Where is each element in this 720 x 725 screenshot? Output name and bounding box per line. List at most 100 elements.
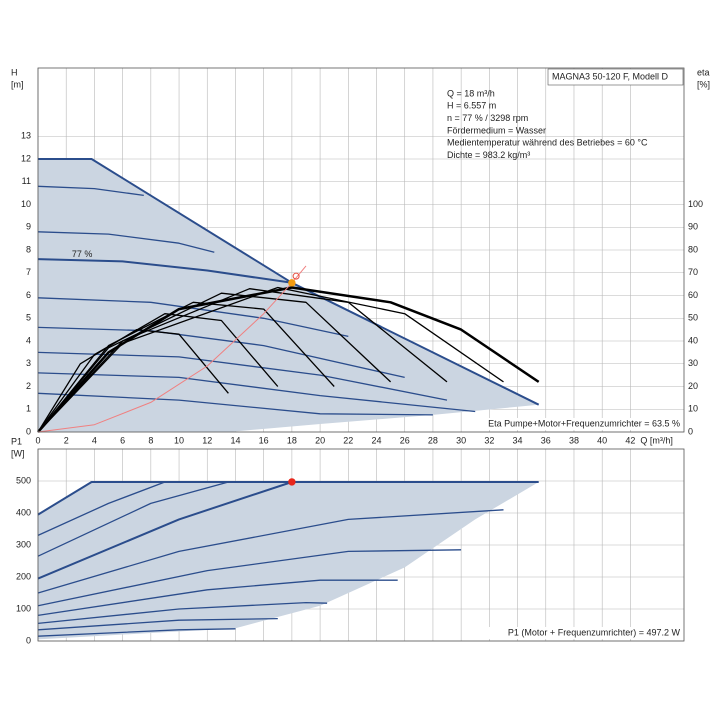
x-tick-label: 16: [259, 435, 269, 445]
info-line: Medientemperatur während des Betriebes =…: [447, 138, 648, 148]
y-tick-label: 8: [26, 244, 31, 254]
x-tick-label: 42: [625, 435, 635, 445]
duty-point: [288, 279, 296, 287]
x-tick-label: 22: [343, 435, 353, 445]
y-tick-label: 13: [21, 131, 31, 141]
y-tick-label: 7: [26, 267, 31, 277]
note-bg: [464, 418, 682, 430]
plot-frame: [37, 67, 685, 433]
curve: [37, 628, 236, 637]
curve: [37, 392, 433, 416]
info-line: Dichte = 983.2 kg/m³: [447, 150, 530, 160]
y-tick-label: 400: [16, 507, 31, 517]
series-group: [37, 158, 540, 433]
curve: [37, 258, 293, 284]
x-tick-label: 14: [230, 435, 240, 445]
y-axis-label: [W]: [11, 448, 25, 458]
efficiency-curve: [37, 313, 279, 433]
x-tick-label: 4: [92, 435, 97, 445]
x-tick-label: 32: [484, 435, 494, 445]
y2-tick-label: 90: [688, 222, 698, 232]
model-name: MAGNA3 50-120 F, Modell D: [552, 71, 669, 81]
y-tick-label: 1: [26, 404, 31, 414]
y-tick-label: 6: [26, 290, 31, 300]
info-line: Fördermedium = Wasser: [447, 125, 546, 135]
y2-axis-label: eta: [697, 67, 710, 77]
note: P1 (Motor + Frequenzumrichter) = 497.2 W: [508, 627, 681, 637]
x-tick-label: 6: [120, 435, 125, 445]
efficiency-curve: [37, 286, 504, 433]
y2-axis-label: [%]: [697, 79, 710, 89]
y-tick-label: 200: [16, 571, 31, 581]
x-tick-label: 8: [148, 435, 153, 445]
y2-tick-label: 100: [688, 199, 703, 209]
note-bg: [486, 627, 682, 639]
x-tick-label: 26: [400, 435, 410, 445]
efficiency-curve: [37, 286, 540, 433]
y-tick-label: 3: [26, 358, 31, 368]
y2-tick-label: 30: [688, 358, 698, 368]
curve: [37, 481, 293, 580]
curve: [37, 481, 166, 536]
y2-tick-label: 20: [688, 381, 698, 391]
series-group: [37, 481, 539, 640]
info-line: H = 6.557 m: [447, 101, 496, 111]
y-tick-label: 12: [21, 153, 31, 163]
curve: [37, 326, 405, 379]
curve: [37, 509, 504, 594]
duty-point: [292, 272, 300, 280]
y-tick-label: 9: [26, 222, 31, 232]
y-tick-label: 0: [26, 635, 31, 645]
duty-point: [288, 478, 296, 486]
y-tick-label: 0: [26, 426, 31, 436]
y-tick-label: 11: [22, 176, 31, 186]
curve: [37, 549, 462, 607]
x-tick-label: 30: [456, 435, 466, 445]
efficiency-curve: [37, 301, 335, 433]
y-axis-label: H: [11, 67, 18, 77]
curve: [37, 351, 448, 401]
info-line: n = 77 % / 3298 rpm: [447, 113, 528, 123]
plot-frame: [37, 448, 685, 642]
curve: [37, 601, 328, 625]
x-axis-label: Q [m³/h]: [640, 435, 673, 445]
info-line: Q = 18 m³/h: [447, 88, 495, 98]
curve: [37, 372, 476, 413]
curve-label: 77 %: [72, 249, 93, 259]
y2-tick-label: 0: [688, 426, 693, 436]
y-tick-label: 300: [16, 539, 31, 549]
y-tick-label: 100: [16, 603, 31, 613]
y-tick-label: 2: [26, 381, 31, 391]
x-tick-label: 40: [597, 435, 607, 445]
x-tick-label: 28: [428, 435, 438, 445]
y-tick-label: 500: [16, 475, 31, 485]
y-tick-label: 5: [26, 313, 31, 323]
x-tick-label: 12: [202, 435, 212, 445]
y-tick-label: 10: [21, 199, 31, 209]
y2-tick-label: 60: [688, 290, 698, 300]
efficiency-curve: [37, 292, 392, 433]
y2-tick-label: 70: [688, 267, 698, 277]
curve: [37, 297, 349, 338]
operating-range: [38, 159, 539, 432]
curve: [37, 579, 398, 617]
x-tick-label: 36: [541, 435, 551, 445]
x-tick-label: 10: [174, 435, 184, 445]
x-tick-label: 38: [569, 435, 579, 445]
curve: [37, 231, 215, 253]
x-tick-label: 34: [513, 435, 523, 445]
x-tick-label: 24: [372, 435, 382, 445]
curve: [37, 481, 229, 557]
x-tick-label: 18: [287, 435, 297, 445]
model-box: [547, 68, 684, 86]
efficiency-curve: [37, 288, 448, 433]
y2-tick-label: 40: [688, 335, 698, 345]
curve: [37, 481, 539, 516]
x-tick-label: 20: [315, 435, 325, 445]
x-tick-label: 0: [35, 435, 40, 445]
y2-tick-label: 10: [688, 404, 698, 414]
y-axis-label: [m]: [11, 79, 24, 89]
curve: [37, 617, 278, 631]
operating-range: [38, 482, 539, 640]
